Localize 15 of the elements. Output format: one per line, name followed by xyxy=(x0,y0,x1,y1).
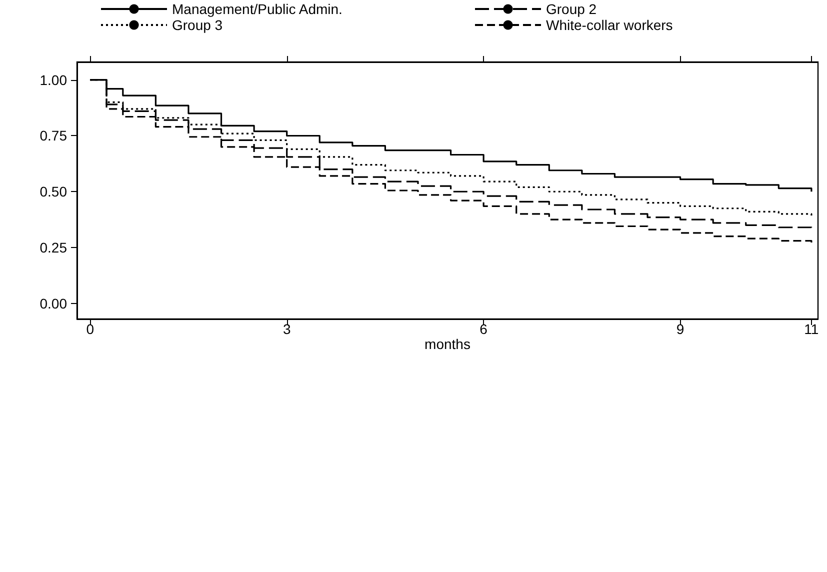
x-tick-label: 9 xyxy=(676,321,684,337)
y-tick-label: 0.75 xyxy=(40,128,68,144)
y-tick-label: 1.00 xyxy=(40,72,68,88)
legend-label: Management/Public Admin. xyxy=(172,1,342,17)
x-axis-title: months xyxy=(424,336,470,352)
y-tick-label: 0.25 xyxy=(40,239,68,256)
legend-label: Group 3 xyxy=(172,17,223,33)
x-tick-label: 3 xyxy=(282,321,291,337)
y-tick-label: 0.50 xyxy=(40,184,68,200)
x-tick-label: 0 xyxy=(86,321,94,337)
y-tick-label: 0.00 xyxy=(40,295,68,312)
x-tick-label: 11 xyxy=(804,321,819,337)
x-tick-label: 6 xyxy=(480,321,488,337)
legend-label: Group 2 xyxy=(546,1,597,17)
legend-label: White-collar workers xyxy=(546,17,673,33)
